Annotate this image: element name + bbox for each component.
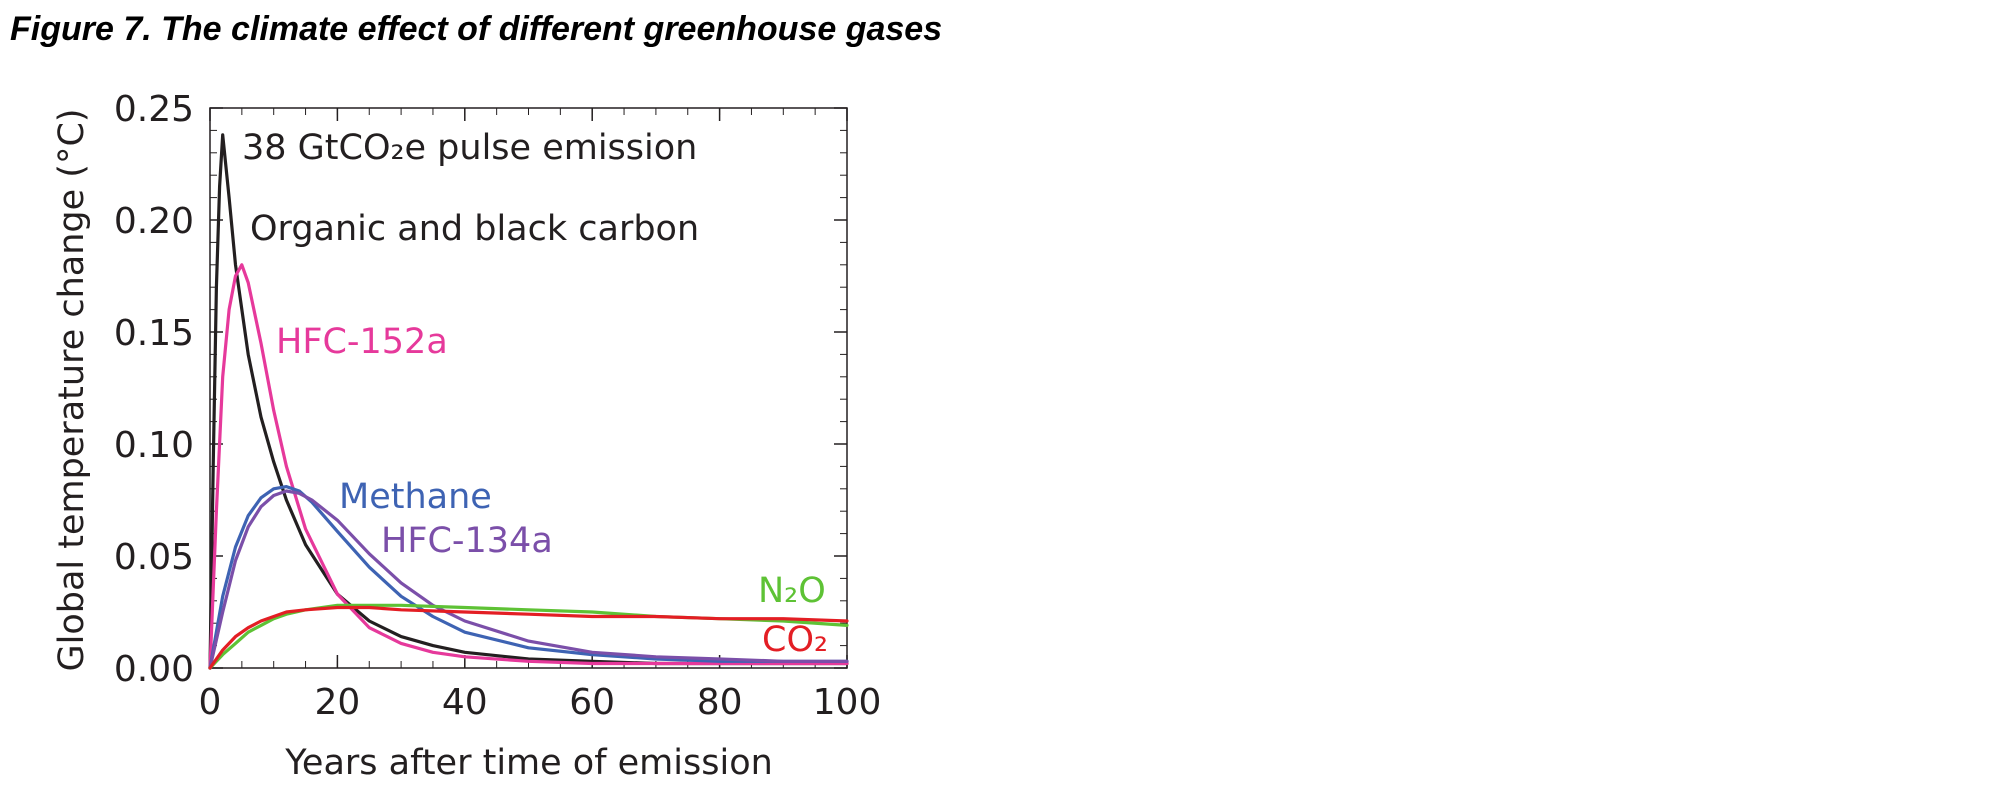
plot-frame — [209, 107, 848, 669]
x-tick-label: 40 — [442, 682, 488, 723]
series-line-methane — [208, 485, 849, 670]
y-tick-label: 0.25 — [114, 89, 194, 130]
x-axis-label: Years after time of emission — [284, 743, 773, 783]
y-tick-label: 0.15 — [114, 313, 194, 354]
x-tick-label: 20 — [314, 682, 360, 723]
series-label-n2o: N₂O — [758, 571, 826, 611]
series-label-hfc-152a: HFC-152a — [276, 322, 448, 362]
x-tick-label: 0 — [199, 682, 222, 723]
series-label-methane: Methane — [339, 477, 492, 517]
y-axis-label: Global temperature change (°C) — [52, 108, 92, 671]
pulse-emission-annotation: 38 GtCO₂e pulse emission — [242, 128, 697, 168]
major-ticks — [209, 107, 848, 669]
x-tick-labels: 0 20 40 60 80 100 — [199, 682, 882, 723]
y-tick-labels: 0.00 0.05 0.10 0.15 0.20 0.25 — [114, 89, 194, 690]
series-label-organic-black-carbon: Organic and black carbon — [250, 209, 699, 249]
y-tick-label: 0.05 — [114, 537, 194, 578]
series-label-hfc-134a: HFC-134a — [381, 521, 553, 561]
series-line-hfc-134a — [208, 489, 849, 670]
x-tick-label: 80 — [697, 682, 743, 723]
series-line-co2 — [208, 605, 849, 670]
series-label-co2: CO₂ — [762, 620, 828, 660]
minor-ticks — [209, 107, 848, 669]
x-tick-label: 60 — [569, 682, 615, 723]
x-tick-label: 100 — [813, 682, 882, 723]
y-tick-label: 0.00 — [114, 649, 194, 690]
y-tick-label: 0.10 — [114, 425, 194, 466]
series-lines — [208, 133, 849, 670]
plot-area — [208, 107, 849, 670]
figure-title: Figure 7. The climate effect of differen… — [10, 10, 943, 48]
y-tick-label: 0.20 — [114, 201, 194, 242]
series-line-hfc-152a — [208, 263, 849, 670]
